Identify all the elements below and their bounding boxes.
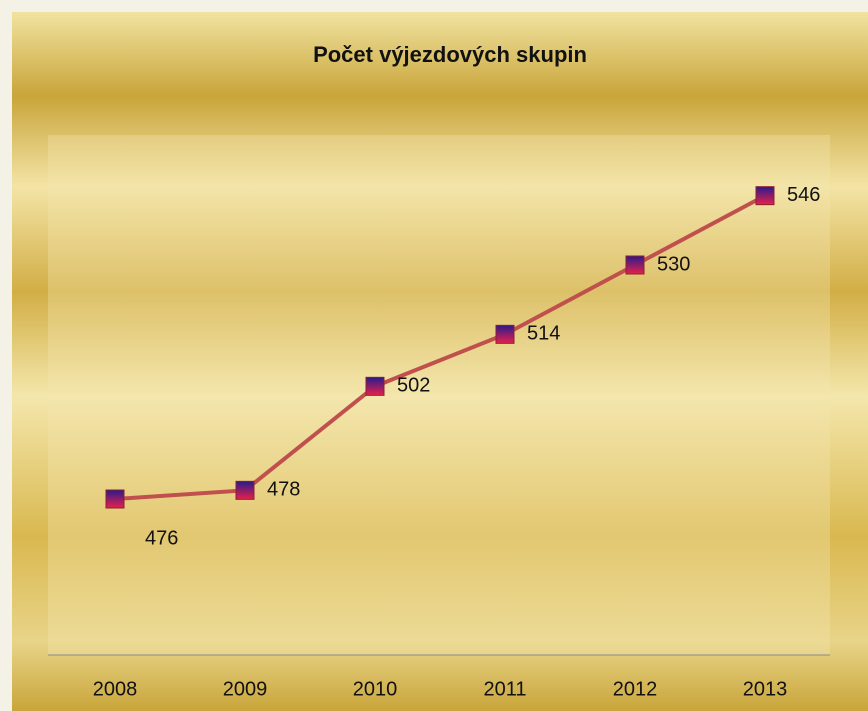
- x-tick-label: 2009: [223, 678, 268, 700]
- x-tick-label: 2012: [613, 678, 658, 700]
- data-label: 530: [657, 253, 690, 275]
- line: [114, 193, 766, 501]
- marker: [235, 480, 255, 500]
- data-label: 478: [267, 479, 300, 501]
- x-tick-label: 2008: [93, 678, 138, 700]
- x-tick-label: 2011: [483, 678, 526, 700]
- marker: [365, 376, 385, 396]
- data-label: 502: [397, 375, 430, 397]
- data-label: 514: [527, 323, 560, 345]
- marker: [755, 186, 775, 206]
- data-label: 476: [145, 527, 178, 549]
- x-tick-label: 2013: [743, 678, 788, 700]
- marker: [495, 324, 515, 344]
- chart-title: Počet výjezdových skupin: [313, 42, 587, 67]
- plot-area: [48, 135, 830, 655]
- marker: [105, 489, 125, 509]
- marker: [625, 255, 645, 275]
- x-tick-label: 2010: [353, 678, 398, 700]
- data-label: 546: [787, 184, 820, 206]
